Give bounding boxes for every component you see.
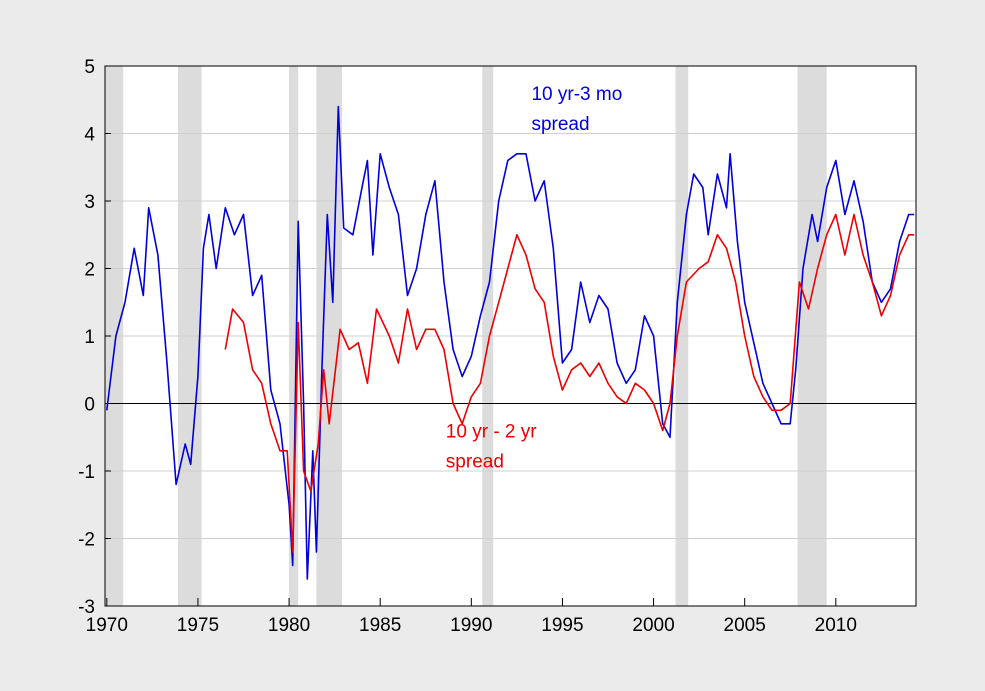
x-tick-label: 1985 [359, 615, 401, 636]
y-tick-label: 0 [84, 395, 95, 416]
y-tick-label: 2 [84, 260, 95, 281]
annotation: spread [531, 114, 589, 135]
y-tick-label: 4 [84, 125, 95, 146]
y-tick-label: 5 [84, 57, 95, 78]
x-tick-label: 1975 [177, 615, 219, 636]
series-line [224, 213, 915, 553]
x-tick-label: 1970 [86, 615, 128, 636]
y-tick-label: -3 [78, 597, 95, 618]
y-tick-label: 1 [84, 327, 95, 348]
x-tick-label: 1995 [541, 615, 583, 636]
x-tick-label: 1990 [450, 615, 492, 636]
y-tick-label: -1 [78, 462, 95, 483]
annotation: 10 yr-3 mo [531, 84, 622, 105]
y-tick-label: 3 [84, 192, 95, 213]
x-tick-label: 2005 [724, 615, 766, 636]
annotation: spread [446, 451, 504, 472]
x-tick-label: 1980 [268, 615, 310, 636]
x-tick-label: 2010 [815, 615, 857, 636]
y-tick-label: -2 [78, 530, 95, 551]
annotation: 10 yr - 2 yr [446, 421, 537, 442]
x-tick-label: 2000 [632, 615, 674, 636]
plot-frame [104, 65, 917, 607]
